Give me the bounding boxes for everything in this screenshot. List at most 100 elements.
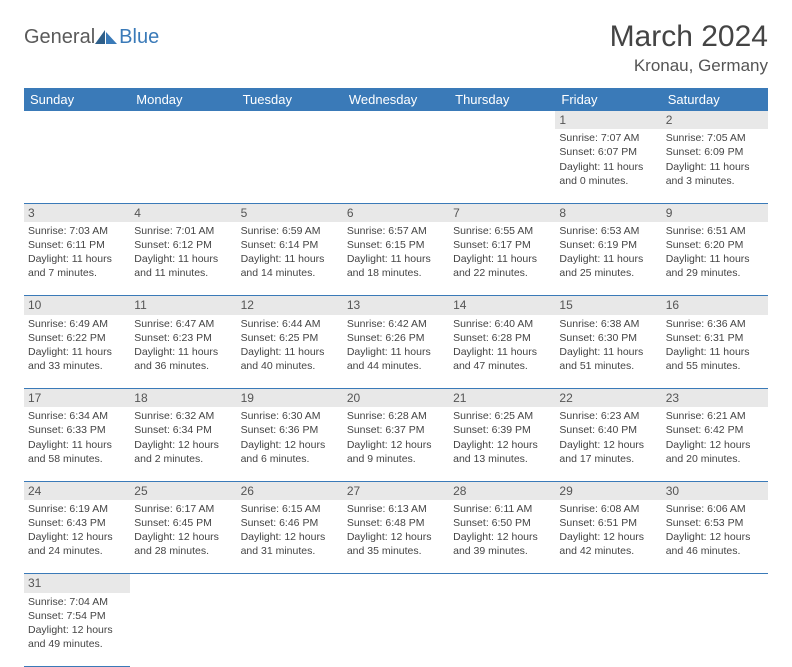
day-number-cell: 7 <box>449 203 555 222</box>
daylight-text-1: Daylight: 12 hours <box>666 530 764 544</box>
sunrise-text: Sunrise: 6:38 AM <box>559 317 657 331</box>
day-number-cell: 24 <box>24 481 130 500</box>
daylight-text-1: Daylight: 11 hours <box>241 252 339 266</box>
day-number-cell <box>449 111 555 129</box>
daylight-text-2: and 18 minutes. <box>347 266 445 280</box>
day-info-cell <box>343 129 449 203</box>
day-number-cell: 14 <box>449 296 555 315</box>
day-info-cell: Sunrise: 7:04 AMSunset: 7:54 PMDaylight:… <box>24 593 130 667</box>
day-info-cell: Sunrise: 6:32 AMSunset: 6:34 PMDaylight:… <box>130 407 236 481</box>
day-info-cell: Sunrise: 6:11 AMSunset: 6:50 PMDaylight:… <box>449 500 555 574</box>
weekday-header: Wednesday <box>343 88 449 111</box>
day-info-cell: Sunrise: 6:40 AMSunset: 6:28 PMDaylight:… <box>449 315 555 389</box>
day-number-cell <box>555 574 661 593</box>
day-info-cell: Sunrise: 6:53 AMSunset: 6:19 PMDaylight:… <box>555 222 661 296</box>
day-info-cell: Sunrise: 6:51 AMSunset: 6:20 PMDaylight:… <box>662 222 768 296</box>
daylight-text-1: Daylight: 11 hours <box>666 252 764 266</box>
day-number-cell: 4 <box>130 203 236 222</box>
day-number-cell: 6 <box>343 203 449 222</box>
sunset-text: Sunset: 6:45 PM <box>134 516 232 530</box>
sunrise-text: Sunrise: 7:05 AM <box>666 131 764 145</box>
day-info-cell: Sunrise: 6:13 AMSunset: 6:48 PMDaylight:… <box>343 500 449 574</box>
sunrise-text: Sunrise: 6:30 AM <box>241 409 339 423</box>
day-info-cell: Sunrise: 7:05 AMSunset: 6:09 PMDaylight:… <box>662 129 768 203</box>
daylight-text-1: Daylight: 11 hours <box>28 252 126 266</box>
calendar-body: 12Sunrise: 7:07 AMSunset: 6:07 PMDayligh… <box>24 111 768 667</box>
day-info-cell <box>237 593 343 667</box>
day-info-cell <box>449 129 555 203</box>
daylight-text-2: and 36 minutes. <box>134 359 232 373</box>
daylight-text-1: Daylight: 12 hours <box>347 438 445 452</box>
title-block: March 2024 Kronau, Germany <box>610 20 768 76</box>
sunset-text: Sunset: 6:11 PM <box>28 238 126 252</box>
header: General Blue March 2024 Kronau, Germany <box>24 20 768 76</box>
daylight-text-2: and 40 minutes. <box>241 359 339 373</box>
sunset-text: Sunset: 6:48 PM <box>347 516 445 530</box>
daylight-text-1: Daylight: 12 hours <box>453 530 551 544</box>
day-info-cell: Sunrise: 6:30 AMSunset: 6:36 PMDaylight:… <box>237 407 343 481</box>
sunrise-text: Sunrise: 6:11 AM <box>453 502 551 516</box>
daylight-text-1: Daylight: 11 hours <box>666 345 764 359</box>
daylight-text-2: and 7 minutes. <box>28 266 126 280</box>
daylight-text-1: Daylight: 12 hours <box>134 438 232 452</box>
daylight-text-1: Daylight: 12 hours <box>241 438 339 452</box>
daylight-text-1: Daylight: 11 hours <box>347 345 445 359</box>
day-number-cell: 22 <box>555 389 661 408</box>
weekday-header: Sunday <box>24 88 130 111</box>
sunset-text: Sunset: 6:28 PM <box>453 331 551 345</box>
day-number-cell: 5 <box>237 203 343 222</box>
daylight-text-1: Daylight: 11 hours <box>666 160 764 174</box>
day-number-cell: 1 <box>555 111 661 129</box>
sunrise-text: Sunrise: 6:42 AM <box>347 317 445 331</box>
day-number-cell <box>130 111 236 129</box>
sunset-text: Sunset: 6:12 PM <box>134 238 232 252</box>
sunrise-text: Sunrise: 6:19 AM <box>28 502 126 516</box>
daylight-text-2: and 9 minutes. <box>347 452 445 466</box>
daylight-text-2: and 25 minutes. <box>559 266 657 280</box>
day-info-cell: Sunrise: 6:28 AMSunset: 6:37 PMDaylight:… <box>343 407 449 481</box>
day-number-cell: 17 <box>24 389 130 408</box>
sunset-text: Sunset: 6:09 PM <box>666 145 764 159</box>
sunrise-text: Sunrise: 6:28 AM <box>347 409 445 423</box>
day-info-cell: Sunrise: 6:23 AMSunset: 6:40 PMDaylight:… <box>555 407 661 481</box>
day-number-cell <box>662 574 768 593</box>
sunset-text: Sunset: 6:23 PM <box>134 331 232 345</box>
sunrise-text: Sunrise: 6:25 AM <box>453 409 551 423</box>
daylight-text-1: Daylight: 12 hours <box>241 530 339 544</box>
sunrise-text: Sunrise: 7:04 AM <box>28 595 126 609</box>
day-info-cell <box>237 129 343 203</box>
sunset-text: Sunset: 7:54 PM <box>28 609 126 623</box>
info-row: Sunrise: 6:19 AMSunset: 6:43 PMDaylight:… <box>24 500 768 574</box>
daylight-text-1: Daylight: 12 hours <box>134 530 232 544</box>
weekday-header: Friday <box>555 88 661 111</box>
info-row: Sunrise: 7:07 AMSunset: 6:07 PMDaylight:… <box>24 129 768 203</box>
daynum-row: 24252627282930 <box>24 481 768 500</box>
daynum-row: 10111213141516 <box>24 296 768 315</box>
info-row: Sunrise: 7:03 AMSunset: 6:11 PMDaylight:… <box>24 222 768 296</box>
sunset-text: Sunset: 6:37 PM <box>347 423 445 437</box>
day-info-cell <box>343 593 449 667</box>
daylight-text-1: Daylight: 12 hours <box>28 530 126 544</box>
daylight-text-2: and 49 minutes. <box>28 637 126 651</box>
day-number-cell: 2 <box>662 111 768 129</box>
sunrise-text: Sunrise: 6:34 AM <box>28 409 126 423</box>
daynum-row: 31 <box>24 574 768 593</box>
sunset-text: Sunset: 6:40 PM <box>559 423 657 437</box>
sunrise-text: Sunrise: 6:15 AM <box>241 502 339 516</box>
sunrise-text: Sunrise: 6:23 AM <box>559 409 657 423</box>
sunset-text: Sunset: 6:42 PM <box>666 423 764 437</box>
daylight-text-1: Daylight: 11 hours <box>134 345 232 359</box>
sunrise-text: Sunrise: 6:13 AM <box>347 502 445 516</box>
sunrise-text: Sunrise: 6:55 AM <box>453 224 551 238</box>
daylight-text-2: and 20 minutes. <box>666 452 764 466</box>
daylight-text-2: and 17 minutes. <box>559 452 657 466</box>
sunset-text: Sunset: 6:22 PM <box>28 331 126 345</box>
day-number-cell: 9 <box>662 203 768 222</box>
logo-text-general: General <box>24 26 95 49</box>
daylight-text-2: and 31 minutes. <box>241 544 339 558</box>
day-info-cell: Sunrise: 6:42 AMSunset: 6:26 PMDaylight:… <box>343 315 449 389</box>
daylight-text-2: and 14 minutes. <box>241 266 339 280</box>
sunset-text: Sunset: 6:14 PM <box>241 238 339 252</box>
day-info-cell <box>24 129 130 203</box>
sunrise-text: Sunrise: 7:01 AM <box>134 224 232 238</box>
